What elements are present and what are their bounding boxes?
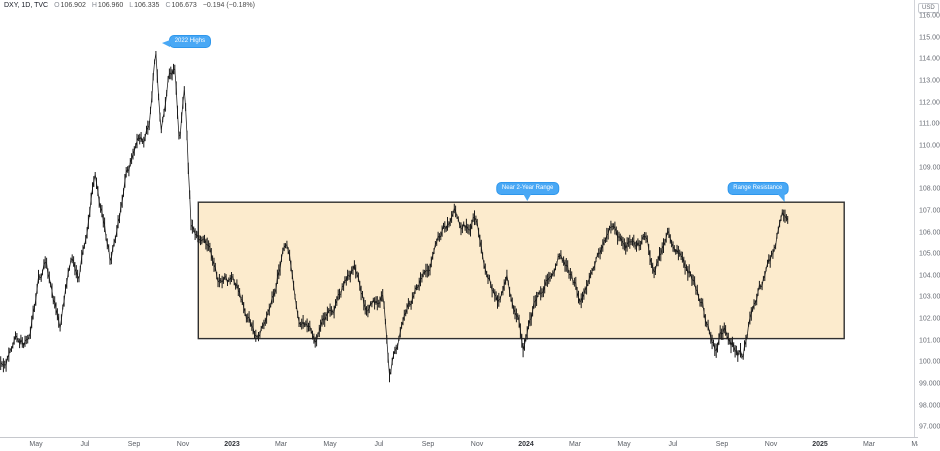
price-axis-label: 103.000 [919,293,940,301]
time-axis-label: Nov [764,441,778,448]
time-axis-label: May [323,441,337,448]
ohlc-close: C106.673 [165,2,197,9]
price-axis-label: 107.000 [919,207,940,215]
price-change: −0.194 (−0.18%) [202,2,255,9]
range-box[interactable] [197,201,845,340]
price-axis-label: 101.000 [919,337,940,345]
symbol-title: DXY, 1D, TVC [4,2,49,9]
time-scale[interactable]: May Jul Sep Nov 2023 Mar May Jul Sep Nov 2024 Mar Ma… [0,437,918,451]
price-axis-label: 114.000 [919,55,940,63]
price-axis-label: 116.000 [919,12,940,20]
candlestick-series [0,51,789,383]
price-axis-label: 108.000 [919,185,940,193]
symbol-legend[interactable]: DXY, 1D, TVC O106.902 H106.960 L106.335 … [4,2,255,10]
price-axis-label: 112.000 [919,99,940,107]
price-axis-label: 113.000 [919,77,940,85]
callout-label: 2022 Highs [174,38,206,45]
time-axis-label: 2025 [812,441,828,448]
price-axis-label: 104.000 [919,272,940,280]
price-axis-label: 98.000 [919,402,940,410]
time-axis-label: Sep [127,441,141,448]
callout-2022-highs[interactable]: 2022 Highs [161,35,212,49]
price-axis-label: 109.000 [919,164,940,172]
callout-range-resistance[interactable]: Range Resistance [727,182,789,203]
currency-unit-label: USD [918,3,939,13]
ohlc-high: H106.960 [91,2,124,9]
price-scale[interactable]: USD 116.000 115.000 114.000 113.000 112.000 1… [914,0,940,437]
time-axis-label: May [617,441,631,448]
callout-near-2-year-range[interactable]: Near 2-Year Range [495,182,560,202]
time-axis-label: Mar [568,441,582,448]
callout-label: Range Resistance [733,185,783,192]
price-axis-label: 99.000 [919,380,940,388]
time-axis-label: Sep [715,441,729,448]
time-axis-label: May [29,441,43,448]
time-axis-label: Jul [80,441,90,448]
price-axis-label: 115.000 [919,34,940,42]
time-axis-label: 2024 [518,441,534,448]
price-axis-label: 110.000 [919,142,940,150]
price-axis-label: 105.000 [919,250,940,258]
price-axis-label: 100.000 [919,358,940,366]
price-axis-label: 102.000 [919,315,940,323]
ohlc-open: O106.902 [54,2,86,9]
time-axis-label: Mar [274,441,288,448]
time-axis-label: 2023 [224,441,240,448]
time-axis-label: Sep [421,441,435,448]
price-axis-label: 111.000 [919,120,940,128]
time-axis-label: Mar [862,441,876,448]
time-axis-label: Jul [668,441,678,448]
time-axis-label: Nov [470,441,484,448]
price-axis-label: 106.000 [919,229,940,236]
time-axis-label: Jul [374,441,384,448]
time-axis-label: Nov [176,441,190,448]
price-chart-svg[interactable] [0,0,915,437]
time-axis-label: May [911,441,918,448]
price-axis-label: 97.000 [919,423,940,431]
callout-label: Near 2-Year Range [501,185,554,192]
ohlc-low: L106.335 [129,2,160,9]
